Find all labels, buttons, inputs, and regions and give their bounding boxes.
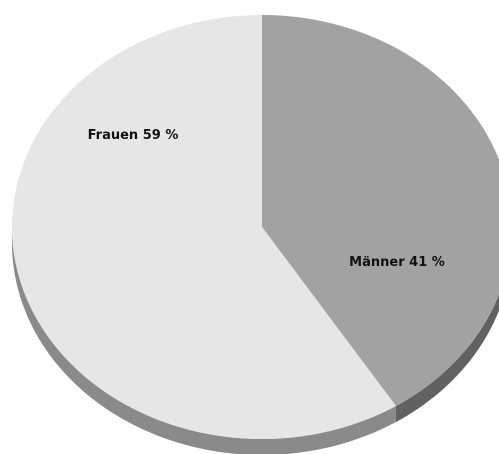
slice-label: Männer 41 % xyxy=(349,255,445,270)
pie-tops xyxy=(11,15,499,440)
value-label: 41 % xyxy=(409,255,445,270)
category-label: Männer xyxy=(349,255,405,270)
slice-label: Frauen 59 % xyxy=(88,128,179,143)
slice xyxy=(262,15,499,406)
slice-side xyxy=(395,294,499,422)
category-label: Frauen xyxy=(88,128,139,143)
slice xyxy=(11,15,396,440)
slice-side xyxy=(12,227,396,454)
pie-sides xyxy=(12,227,499,454)
value-label: 59 % xyxy=(143,128,179,143)
